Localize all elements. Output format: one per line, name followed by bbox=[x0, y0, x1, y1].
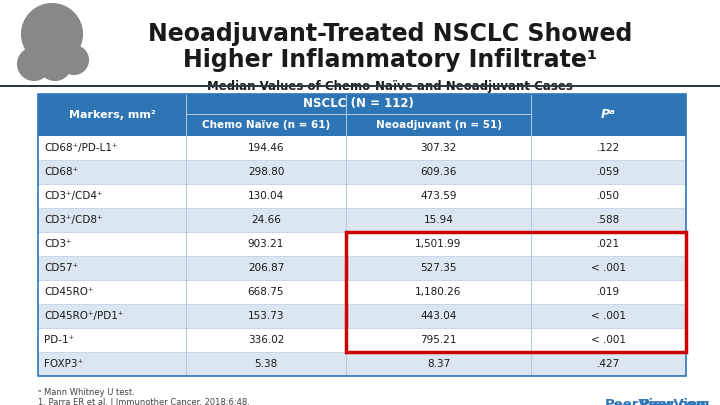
Text: 668.75: 668.75 bbox=[248, 287, 284, 297]
Text: FOXP3⁺: FOXP3⁺ bbox=[44, 359, 83, 369]
Bar bbox=[38, 208, 686, 209]
Text: CD45RO⁺/PD1⁺: CD45RO⁺/PD1⁺ bbox=[44, 311, 123, 321]
Text: < .001: < .001 bbox=[591, 311, 626, 321]
Bar bbox=[186, 94, 187, 376]
Bar bbox=[0, 85, 720, 87]
Bar bbox=[38, 208, 686, 232]
Bar bbox=[346, 114, 347, 136]
Text: Neoadjuvant-Treated NSCLC Showed: Neoadjuvant-Treated NSCLC Showed bbox=[148, 22, 632, 46]
Text: PeerView: PeerView bbox=[640, 398, 710, 405]
Text: 130.04: 130.04 bbox=[248, 191, 284, 201]
Bar bbox=[38, 184, 686, 185]
Text: 1. Parra ER et al. J Immunother Cancer. 2018;6:48.: 1. Parra ER et al. J Immunother Cancer. … bbox=[38, 398, 250, 405]
Text: 1,501.99: 1,501.99 bbox=[415, 239, 462, 249]
Text: 473.59: 473.59 bbox=[420, 191, 456, 201]
Text: CD3⁺/CD4⁺: CD3⁺/CD4⁺ bbox=[44, 191, 102, 201]
Text: 795.21: 795.21 bbox=[420, 335, 456, 345]
Text: NSCLC (N = 112): NSCLC (N = 112) bbox=[303, 98, 414, 111]
Bar bbox=[38, 136, 686, 160]
Bar bbox=[38, 280, 686, 281]
Text: 1,180.26: 1,180.26 bbox=[415, 287, 462, 297]
Text: CD45RO⁺: CD45RO⁺ bbox=[44, 287, 94, 297]
Bar bbox=[346, 94, 347, 376]
Bar bbox=[186, 114, 531, 115]
Text: CD3⁺: CD3⁺ bbox=[44, 239, 71, 249]
Text: 15.94: 15.94 bbox=[423, 215, 454, 225]
Text: .050: .050 bbox=[597, 191, 620, 201]
Text: Markers, mm²: Markers, mm² bbox=[68, 110, 156, 120]
Text: .122: .122 bbox=[597, 143, 620, 153]
Text: Higher Inflammatory Infiltrate¹: Higher Inflammatory Infiltrate¹ bbox=[183, 48, 597, 72]
Text: 336.02: 336.02 bbox=[248, 335, 284, 345]
Circle shape bbox=[22, 4, 82, 64]
Text: .588: .588 bbox=[597, 215, 620, 225]
Bar bbox=[38, 280, 686, 304]
Bar bbox=[38, 352, 686, 376]
Bar bbox=[38, 304, 686, 305]
Text: < .001: < .001 bbox=[591, 263, 626, 273]
Bar bbox=[38, 184, 686, 208]
Text: PeerView.com: PeerView.com bbox=[605, 398, 710, 405]
Text: CD57⁺: CD57⁺ bbox=[44, 263, 78, 273]
Text: .021: .021 bbox=[597, 239, 620, 249]
Text: 903.21: 903.21 bbox=[248, 239, 284, 249]
Text: CD3⁺/CD8⁺: CD3⁺/CD8⁺ bbox=[44, 215, 102, 225]
Text: 194.46: 194.46 bbox=[248, 143, 284, 153]
Text: 24.66: 24.66 bbox=[251, 215, 281, 225]
Text: Chemo Naïve (n = 61): Chemo Naïve (n = 61) bbox=[202, 120, 330, 130]
Text: 298.80: 298.80 bbox=[248, 167, 284, 177]
Bar bbox=[38, 232, 686, 256]
Text: .019: .019 bbox=[597, 287, 620, 297]
Text: ᵃ Mann Whitney U test.: ᵃ Mann Whitney U test. bbox=[38, 388, 135, 397]
Bar bbox=[38, 304, 686, 328]
Text: 527.35: 527.35 bbox=[420, 263, 456, 273]
Text: 8.37: 8.37 bbox=[427, 359, 450, 369]
Bar bbox=[38, 94, 686, 376]
Text: .059: .059 bbox=[597, 167, 620, 177]
Text: 153.73: 153.73 bbox=[248, 311, 284, 321]
Bar bbox=[38, 256, 686, 280]
Bar bbox=[38, 160, 686, 184]
Text: Neoadjuvant (n = 51): Neoadjuvant (n = 51) bbox=[376, 120, 502, 130]
Text: 206.87: 206.87 bbox=[248, 263, 284, 273]
Circle shape bbox=[39, 48, 71, 80]
Circle shape bbox=[18, 48, 50, 80]
Bar bbox=[38, 328, 686, 352]
Text: CD68⁺: CD68⁺ bbox=[44, 167, 78, 177]
Text: 5.38: 5.38 bbox=[254, 359, 278, 369]
Text: Median Values of Chemo-Naïve and Neoadjuvant Cases: Median Values of Chemo-Naïve and Neoadju… bbox=[207, 80, 573, 93]
Text: 443.04: 443.04 bbox=[420, 311, 456, 321]
Text: PD-1⁺: PD-1⁺ bbox=[44, 335, 74, 345]
Text: .427: .427 bbox=[597, 359, 620, 369]
Bar bbox=[38, 94, 686, 136]
Text: CD68⁺/PD-L1⁺: CD68⁺/PD-L1⁺ bbox=[44, 143, 117, 153]
Circle shape bbox=[60, 46, 88, 74]
Bar bbox=[531, 94, 532, 376]
Bar bbox=[346, 232, 686, 352]
Text: Pᵃ: Pᵃ bbox=[601, 109, 616, 122]
Text: 609.36: 609.36 bbox=[420, 167, 456, 177]
Text: < .001: < .001 bbox=[591, 335, 626, 345]
Text: 307.32: 307.32 bbox=[420, 143, 456, 153]
